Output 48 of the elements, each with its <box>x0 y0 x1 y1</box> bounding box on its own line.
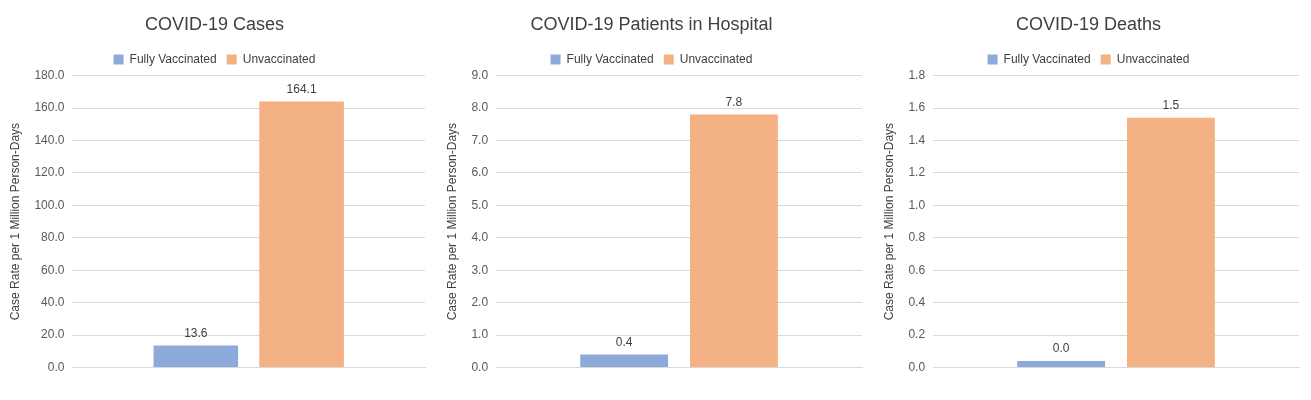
y-tick-label: 7.0 <box>471 132 489 147</box>
y-tick-label: 100.0 <box>34 197 65 212</box>
chart-title: COVID-19 Cases <box>144 13 285 34</box>
legend-label: Fully Vaccinated <box>566 51 654 66</box>
y-tick-label: 9.0 <box>471 67 489 82</box>
legend-label: Unvaccinated <box>1116 51 1190 66</box>
y-tick-label: 140.0 <box>34 132 65 147</box>
y-tick-label: 160.0 <box>34 100 65 115</box>
chart-title: COVID-19 Patients in Hospital <box>530 13 773 34</box>
y-tick-label: 120.0 <box>34 165 65 180</box>
y-tick-label: 60.0 <box>41 262 65 277</box>
y-tick-label: 1.8 <box>908 67 926 82</box>
y-tick-label: 8.0 <box>471 100 489 115</box>
y-tick-label: 0.8 <box>908 230 926 245</box>
data-label: 1.5 <box>1162 98 1180 113</box>
legend-label: Fully Vaccinated <box>129 51 217 66</box>
y-tick-label: 1.0 <box>471 327 489 342</box>
data-label: 0.0 <box>1052 341 1070 356</box>
y-tick-label: 0.0 <box>908 359 926 374</box>
y-tick-label: 80.0 <box>41 230 65 245</box>
y-tick-label: 2.0 <box>471 295 489 310</box>
y-tick-label: 20.0 <box>41 327 65 342</box>
y-tick-label: 6.0 <box>471 165 489 180</box>
legend-label: Unvaccinated <box>679 51 753 66</box>
y-tick-label: 1.2 <box>908 165 926 180</box>
y-tick-label: 4.0 <box>471 230 489 245</box>
data-label: 0.4 <box>615 334 633 349</box>
data-label: 13.6 <box>184 325 208 340</box>
y-tick-label: 180.0 <box>34 67 65 82</box>
y-tick-label: 0.0 <box>47 359 65 374</box>
legend-label: Unvaccinated <box>242 51 316 66</box>
y-axis-title: Case Rate per 1 Million Person-Days <box>7 122 22 321</box>
y-tick-label: 0.4 <box>908 295 926 310</box>
y-axis-title: Case Rate per 1 Million Person-Days <box>881 122 896 321</box>
y-tick-label: 1.4 <box>908 132 926 147</box>
data-label: 164.1 <box>286 81 317 96</box>
y-tick-label: 1.6 <box>908 100 926 115</box>
chart-title: COVID-19 Deaths <box>1015 13 1162 34</box>
y-tick-label: 0.6 <box>908 262 926 277</box>
y-tick-label: 0.0 <box>471 359 489 374</box>
y-tick-label: 1.0 <box>908 197 926 212</box>
legend-label: Fully Vaccinated <box>1003 51 1091 66</box>
y-axis-title: Case Rate per 1 Million Person-Days <box>444 122 459 321</box>
y-tick-label: 0.2 <box>908 327 926 342</box>
y-tick-label: 5.0 <box>471 197 489 212</box>
data-label: 7.8 <box>725 94 743 109</box>
y-tick-label: 3.0 <box>471 262 489 277</box>
y-tick-label: 40.0 <box>41 295 65 310</box>
